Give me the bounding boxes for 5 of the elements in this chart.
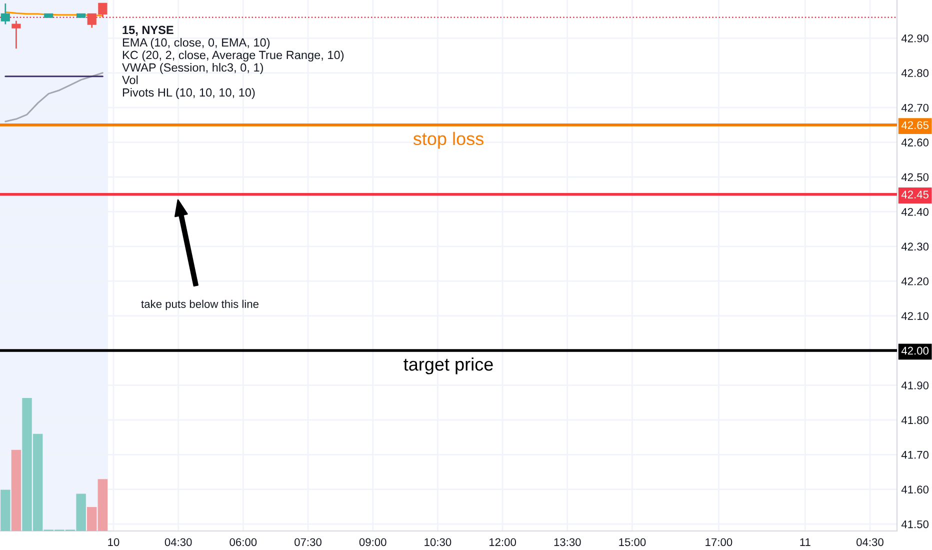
bar (11, 450, 22, 531)
candlestick (0, 2, 10, 25)
candlestick (12, 20, 21, 50)
bar (0, 490, 10, 531)
line-series (4, 72, 104, 122)
